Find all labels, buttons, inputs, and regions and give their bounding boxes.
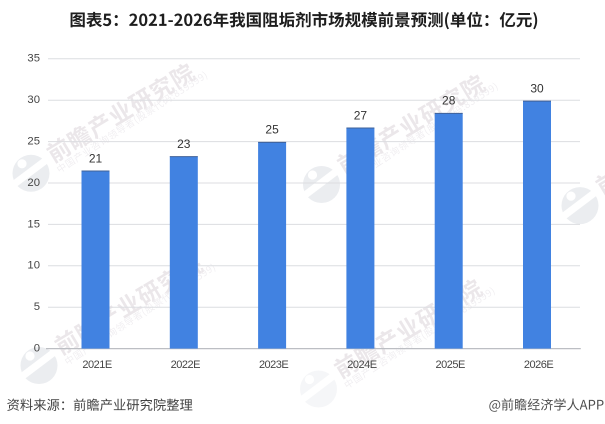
svg-text:10: 10 (27, 260, 40, 272)
svg-text:21: 21 (89, 151, 103, 165)
svg-text:2023E: 2023E (259, 359, 288, 371)
svg-text:2026E: 2026E (524, 359, 553, 371)
svg-text:30: 30 (530, 81, 544, 95)
svg-text:28: 28 (442, 94, 456, 108)
svg-text:2021E: 2021E (82, 359, 111, 371)
svg-text:35: 35 (27, 53, 40, 65)
svg-text:27: 27 (354, 108, 368, 122)
svg-text:15: 15 (27, 218, 40, 230)
svg-text:5: 5 (34, 301, 40, 313)
svg-text:20: 20 (27, 177, 40, 189)
svg-text:25: 25 (27, 136, 40, 148)
svg-text:25: 25 (265, 123, 279, 137)
svg-text:23: 23 (177, 137, 191, 151)
svg-text:30: 30 (27, 94, 40, 106)
svg-text:0: 0 (34, 343, 40, 355)
svg-text:2024E: 2024E (347, 359, 376, 371)
svg-text:2025E: 2025E (436, 359, 465, 371)
svg-text:2022E: 2022E (171, 359, 200, 371)
